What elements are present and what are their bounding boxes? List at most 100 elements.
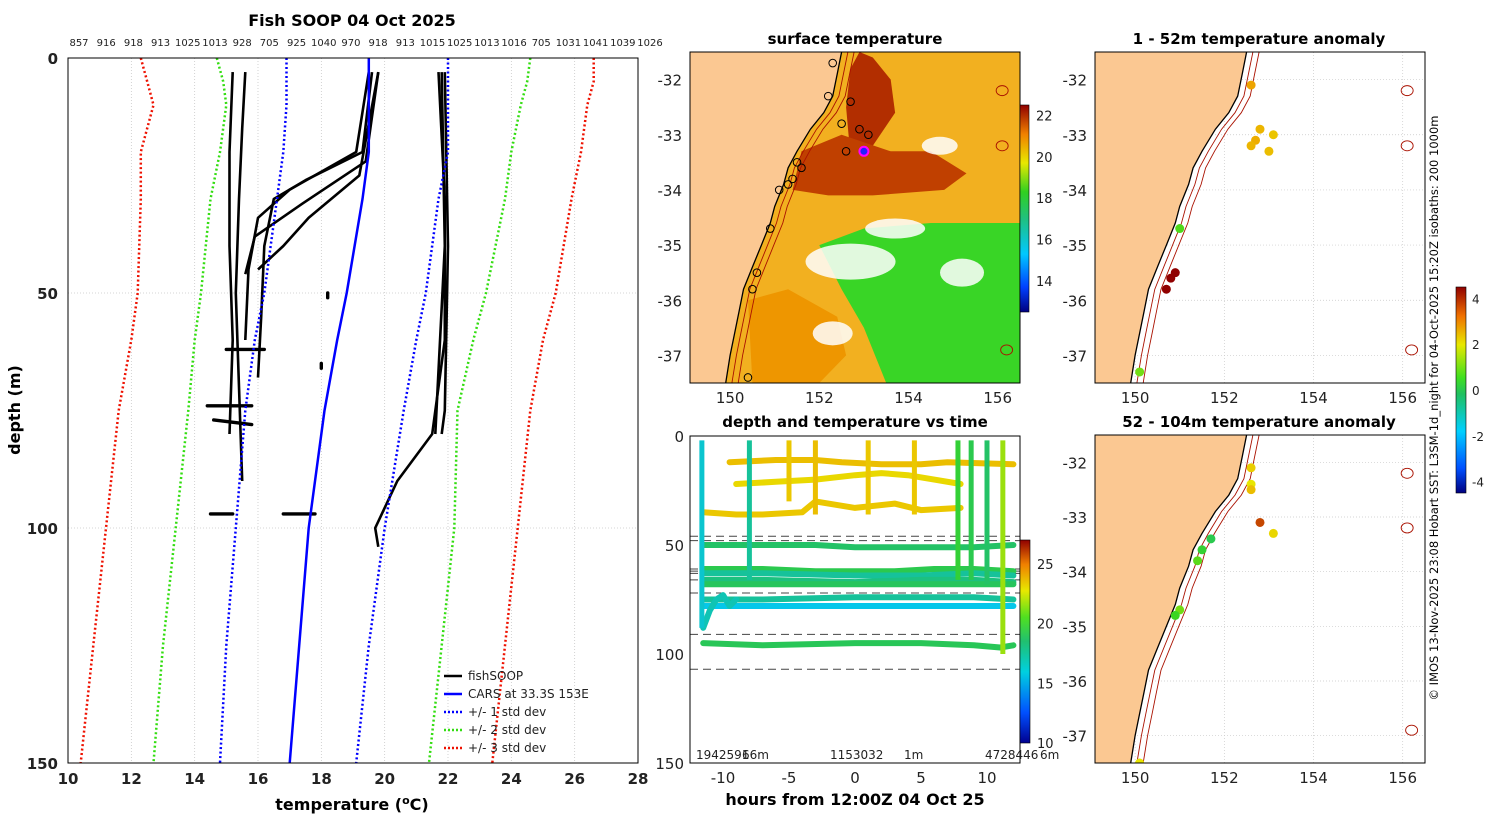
profile-lines xyxy=(79,58,595,763)
profile-top-label: 857 xyxy=(69,38,88,49)
std-lower-line xyxy=(218,58,288,763)
fishsoop-cast-line xyxy=(234,72,247,482)
profile-xtick-label: 18 xyxy=(311,770,332,788)
profile-xtick-label: 12 xyxy=(121,770,142,788)
profile-top-label: 1013 xyxy=(202,38,227,49)
map-ytick-label: -36 xyxy=(1063,673,1088,691)
map-ytick-label: -34 xyxy=(1063,182,1088,200)
profile-top-labels: 857 916 918 913 1025 1013 928 705 925 1040 970 918 9… xyxy=(69,38,662,49)
fishsoop-cast-line xyxy=(373,72,447,548)
map-xtick-label: 154 xyxy=(1299,389,1328,407)
seamount-isobath xyxy=(995,85,1009,97)
profile-xtick-label: 26 xyxy=(564,770,585,788)
ship-position-marker xyxy=(841,147,851,156)
profile-legend: fishSOOP CARS at 33.3S 153E +/- 1 std dev +… xyxy=(444,669,589,755)
ts-xtick-label: 10 xyxy=(977,769,996,787)
ts-colorbar-tick-label: 15 xyxy=(1037,677,1054,692)
ts-trace-depth-95 xyxy=(700,640,1017,651)
isobath-1000m xyxy=(1142,52,1260,383)
map-xtick-label: 154 xyxy=(1299,769,1328,787)
ship-position-marker xyxy=(828,58,838,68)
ts-title: depth and temperature vs time xyxy=(722,413,988,431)
anom-colorbar-tick-label: -2 xyxy=(1472,430,1484,444)
cloud-gap xyxy=(865,218,926,239)
cloud-gap xyxy=(812,321,853,346)
map-xtick-label: 150 xyxy=(716,389,745,407)
anom-shallow-frame xyxy=(1094,51,1426,384)
ts-colorbar-tick-label: 20 xyxy=(1037,618,1054,633)
anomaly-point xyxy=(1135,367,1145,377)
ts-bottom-label: 1942591 xyxy=(696,748,749,762)
profile-xtick-label: 28 xyxy=(628,770,649,788)
ts-ytick-label: 50 xyxy=(665,537,684,555)
profile-top-label: 705 xyxy=(260,38,279,49)
anomaly-point xyxy=(1255,517,1265,527)
ts-bottom-label: 1153032 xyxy=(830,748,883,762)
sst-ticks: 150 152 154 156 -32 -33 -34 -35 -36 -37 xyxy=(658,72,1013,407)
anomaly-point xyxy=(1255,124,1265,134)
ts-trace-depth-63 xyxy=(700,570,1017,579)
anom-colorbar-ticks: -4 -2 0 2 4 xyxy=(1472,292,1484,489)
ts-bottom-label: 66m xyxy=(742,748,769,762)
map-ytick-label: -32 xyxy=(1063,454,1088,472)
anom-colorbar-tick-label: 2 xyxy=(1472,338,1480,352)
map-xtick-label: 152 xyxy=(1210,769,1239,787)
ship-position-marker xyxy=(864,130,873,140)
ts-trace-depth-66 xyxy=(700,576,1017,586)
fishsoop-bottom-blob xyxy=(212,418,254,427)
seamount-isobath xyxy=(1400,467,1414,479)
map-ytick-label: -34 xyxy=(658,182,683,200)
fishsoop-cast-line xyxy=(440,72,450,435)
seamount-isobath xyxy=(1400,140,1414,152)
profile-ytick-label: 50 xyxy=(37,285,58,303)
anom-colorbar-tick-label: -4 xyxy=(1472,476,1484,490)
profile-xtick-label: 10 xyxy=(58,770,79,788)
fishsoop-cast-line xyxy=(244,71,371,341)
sst-colorbar-tick-label: 22 xyxy=(1036,109,1053,124)
ts-trace-near-surface-traverse xyxy=(700,498,964,518)
anom-colorbar xyxy=(1455,286,1467,494)
cloud-gap xyxy=(921,136,958,155)
map-xtick-label: 156 xyxy=(1388,389,1417,407)
ts-bottom-label: 4728446 xyxy=(985,748,1038,762)
ts-bottom-label: 1m xyxy=(904,748,923,762)
map-ytick-label: -33 xyxy=(1063,509,1088,527)
profile-top-label: 1040 xyxy=(311,38,336,49)
ship-position-marker xyxy=(846,97,855,106)
profile-top-label: 925 xyxy=(287,38,306,49)
ship-position-marker xyxy=(774,185,784,195)
profile-top-label: 1025 xyxy=(175,38,200,49)
anomaly-point xyxy=(1135,758,1145,763)
profile-xtick-label: 14 xyxy=(184,770,205,788)
seamount-isobath xyxy=(995,140,1009,152)
map-ytick-label: -33 xyxy=(1063,127,1088,145)
fishsoop-cast-line xyxy=(256,71,374,378)
std-lower-line xyxy=(79,58,155,763)
profile-xlabel: temperature (oC) xyxy=(275,794,428,814)
ts-colorbar xyxy=(1019,539,1031,744)
map-ytick-label: -33 xyxy=(658,127,683,145)
map-ytick-label: -35 xyxy=(1063,618,1088,636)
legend-label: +/- 2 std dev xyxy=(468,723,546,737)
ts-ytick-label: 0 xyxy=(674,428,684,446)
isobath-1000m xyxy=(737,52,855,383)
land-mass xyxy=(1095,435,1248,763)
anomaly-point xyxy=(1170,610,1180,620)
sst-colorbar xyxy=(1019,104,1030,313)
sst-map-body xyxy=(690,52,1020,383)
map-xtick-label: 156 xyxy=(1388,769,1417,787)
map-xtick-label: 156 xyxy=(983,389,1012,407)
map-ytick-label: -35 xyxy=(1063,237,1088,255)
credit-text: © IMOS 13-Nov-2025 23:08 Hobart SST: L3S… xyxy=(1427,116,1441,701)
anomaly-deep-panel: 52 - 104m temperature anomaly 150 152 154 1… xyxy=(1063,413,1426,787)
anom-deep-map-body xyxy=(1095,435,1425,763)
profile-xtick-label: 16 xyxy=(248,770,269,788)
ts-xtick-label: 0 xyxy=(850,769,860,787)
anom-deep-frame xyxy=(1094,434,1426,764)
profile-grid xyxy=(68,58,638,763)
ts-xtick-label: -5 xyxy=(782,769,797,787)
profile-top-label: 913 xyxy=(396,38,415,49)
ts-ytick-label: 100 xyxy=(655,646,684,664)
